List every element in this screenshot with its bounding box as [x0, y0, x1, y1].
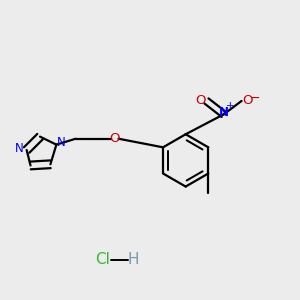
Text: N: N: [15, 142, 24, 155]
Text: N: N: [219, 106, 229, 119]
Text: O: O: [195, 94, 206, 107]
Text: +: +: [226, 101, 235, 111]
Text: H: H: [128, 253, 140, 268]
Text: N: N: [57, 136, 65, 149]
Text: Cl: Cl: [95, 253, 110, 268]
Text: −: −: [249, 92, 260, 104]
Text: O: O: [110, 132, 120, 145]
Text: O: O: [242, 94, 253, 107]
